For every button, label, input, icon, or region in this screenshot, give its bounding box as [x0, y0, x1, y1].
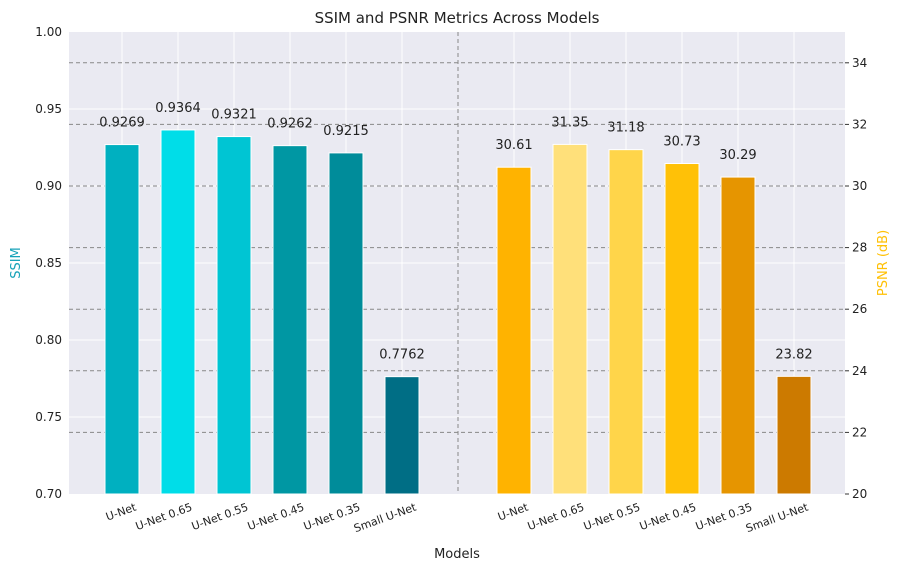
chart-title: SSIM and PSNR Metrics Across Models: [315, 9, 600, 27]
left-axis-ticks: 0.70 0.75 0.80 0.85 0.90 0.95 1.00: [35, 25, 62, 501]
data-label: 0.9262: [267, 117, 313, 132]
bar-left-3: [272, 145, 308, 495]
right-tick-label: 28: [852, 241, 867, 255]
data-label: 23.82: [775, 347, 812, 362]
right-tick-label: 30: [852, 179, 867, 193]
right-tick-label: 20: [852, 487, 867, 501]
left-tick-label: 1.00: [35, 25, 62, 39]
bars: [104, 129, 812, 495]
data-label: 0.9364: [155, 101, 201, 116]
left-tick-label: 0.85: [35, 256, 62, 270]
right-tick-label: 22: [852, 425, 867, 439]
data-label: 0.9321: [211, 108, 257, 123]
right-tick-label: 24: [852, 364, 867, 378]
data-label: 0.7762: [379, 348, 425, 363]
left-tick-label: 0.90: [35, 179, 62, 193]
left-tick-label: 0.95: [35, 102, 62, 116]
left-tick-label: 0.70: [35, 487, 62, 501]
right-tick-label: 34: [852, 56, 867, 70]
bar-right-4: [720, 176, 756, 495]
data-label: 0.9215: [323, 124, 369, 139]
right-tick-label: 32: [852, 117, 867, 131]
bar-right-0: [496, 166, 532, 495]
bar-right-5: [776, 375, 812, 495]
right-axis-ticks: 20 22 24 26 28 30 32 34: [845, 56, 867, 501]
bar-left-1: [160, 129, 196, 495]
bar-left-2: [216, 136, 252, 495]
bar-left-5: [384, 376, 420, 495]
left-tick-label: 0.75: [35, 410, 62, 424]
right-axis-label: PSNR (dB): [876, 230, 891, 296]
data-label: 31.35: [551, 115, 588, 130]
data-label: 30.29: [719, 148, 756, 163]
x-axis-label: Models: [434, 547, 480, 562]
left-axis-label: SSIM: [9, 247, 24, 279]
bar-left-0: [104, 144, 140, 495]
right-tick-label: 26: [852, 302, 867, 316]
data-label: 30.61: [495, 138, 532, 153]
left-tick-label: 0.80: [35, 333, 62, 347]
bar-right-3: [664, 163, 700, 495]
data-label: 30.73: [663, 135, 700, 150]
bar-right-2: [608, 149, 644, 495]
data-label: 31.18: [607, 121, 644, 136]
data-labels: 0.9269 0.9364 0.9321 0.9262 0.9215 0.7762 30.6…: [99, 101, 812, 363]
bar-right-1: [552, 143, 588, 495]
bar-left-4: [328, 152, 364, 495]
data-label: 0.9269: [99, 116, 145, 131]
